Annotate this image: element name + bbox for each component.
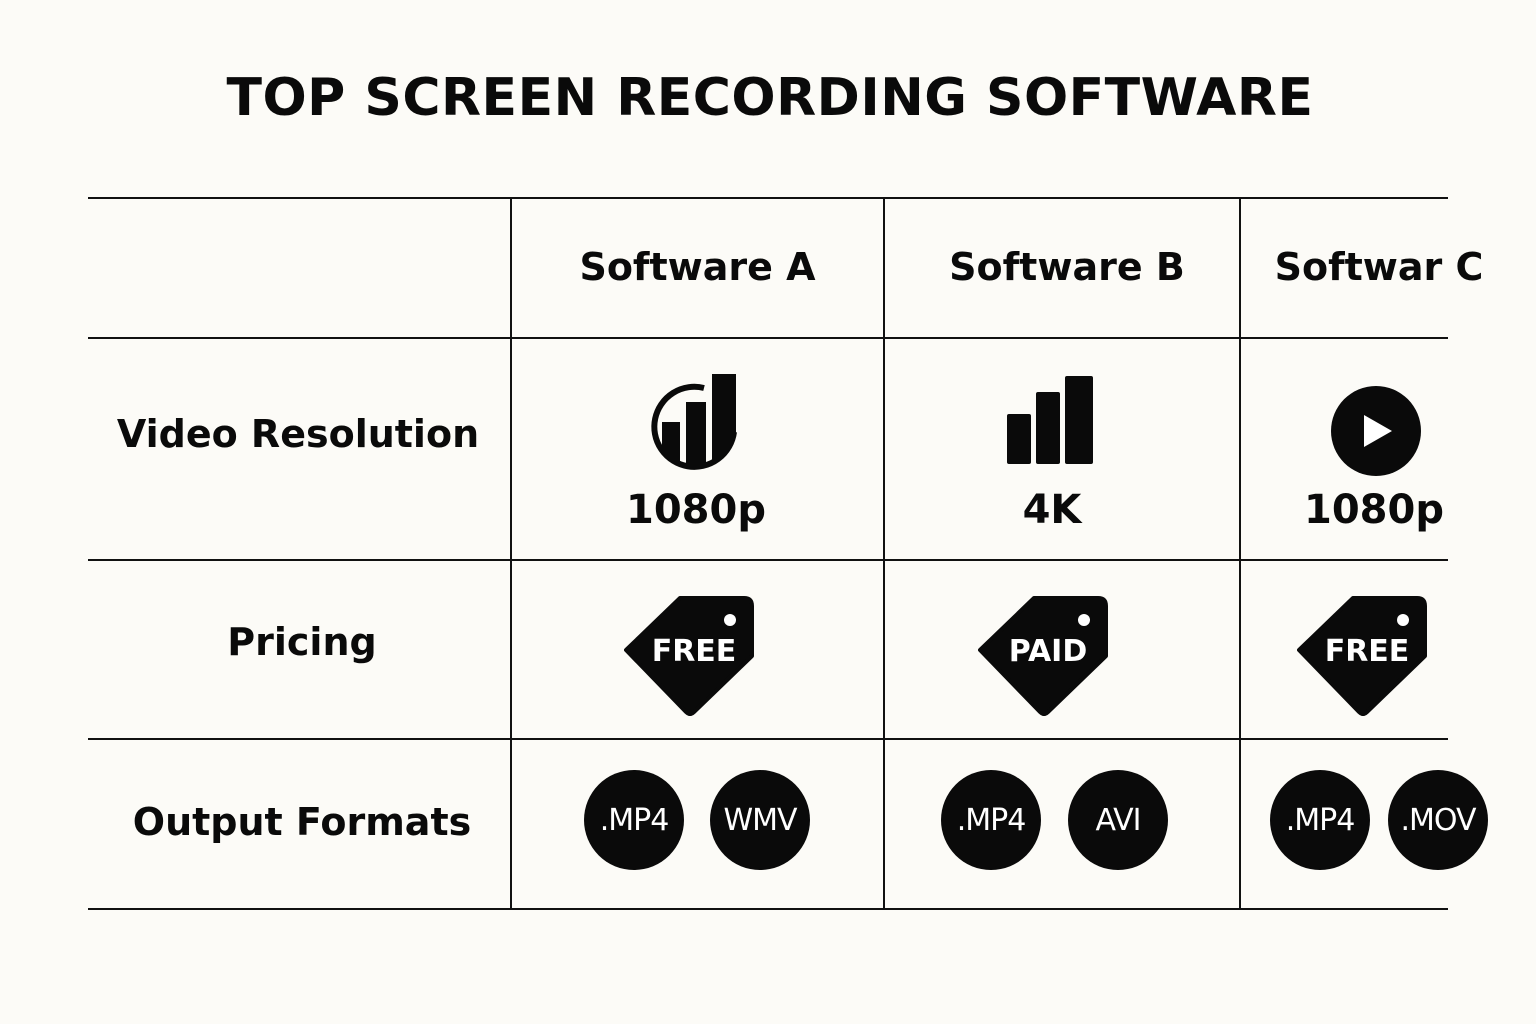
page-title: TOP SCREEN RECORDING SOFTWARE bbox=[226, 68, 1314, 128]
divider bbox=[88, 908, 1448, 910]
format-badge: .MOV bbox=[1388, 770, 1488, 870]
chart-circle-icon bbox=[651, 374, 737, 470]
price-tag-icon: FREE bbox=[1297, 596, 1427, 716]
divider bbox=[1239, 198, 1241, 910]
divider bbox=[510, 198, 512, 910]
column-header-software-a: Software A bbox=[579, 245, 816, 289]
column-header-software-b: Software B bbox=[949, 245, 1185, 289]
format-badge: .MP4 bbox=[941, 770, 1041, 870]
divider bbox=[88, 738, 1448, 740]
row-label-output-formats: Output Formats bbox=[132, 800, 472, 844]
format-badge: AVI bbox=[1068, 770, 1168, 870]
pricing-value: PAID bbox=[1008, 634, 1088, 669]
bar-chart-icon bbox=[1007, 376, 1093, 464]
divider bbox=[88, 559, 1448, 561]
column-header-software-c: Softwar C bbox=[1274, 245, 1484, 289]
divider bbox=[88, 197, 1448, 199]
row-label-video-resolution: Video Resolution bbox=[116, 412, 480, 456]
resolution-value: 4K bbox=[1022, 487, 1082, 533]
price-tag-icon: PAID bbox=[978, 596, 1108, 716]
divider bbox=[88, 337, 1448, 339]
price-tag-icon: FREE bbox=[624, 596, 754, 716]
format-badge: .MP4 bbox=[584, 770, 684, 870]
play-circle-icon bbox=[1331, 386, 1421, 476]
format-badge: WMV bbox=[710, 770, 810, 870]
row-label-pricing: Pricing bbox=[227, 620, 377, 664]
resolution-value: 1080p bbox=[1304, 487, 1444, 533]
pricing-value: FREE bbox=[651, 634, 737, 669]
pricing-value: FREE bbox=[1324, 634, 1410, 669]
format-badge: .MP4 bbox=[1270, 770, 1370, 870]
resolution-value: 1080p bbox=[626, 487, 766, 533]
divider bbox=[883, 198, 885, 910]
